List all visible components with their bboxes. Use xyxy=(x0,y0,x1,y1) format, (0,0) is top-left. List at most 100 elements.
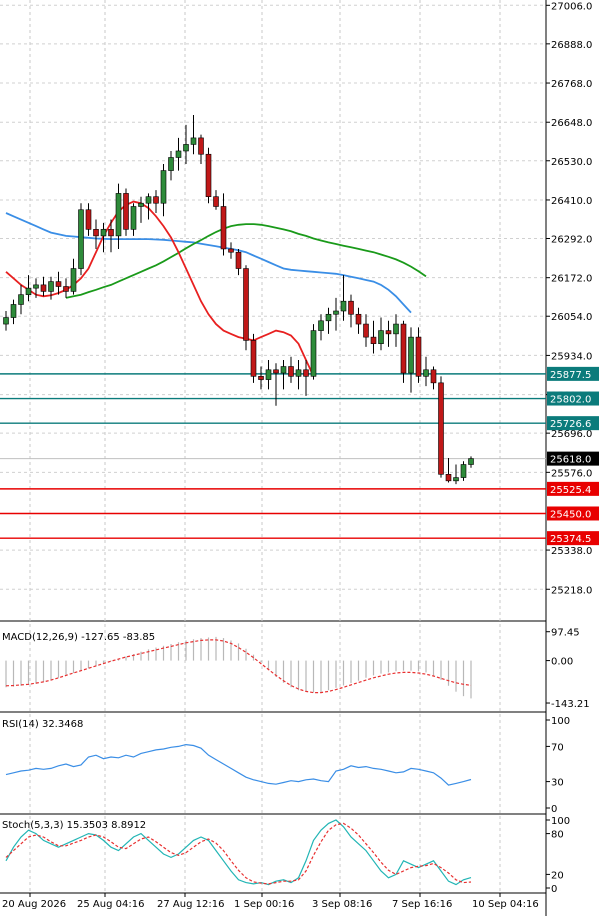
candle-down xyxy=(243,268,249,341)
price-tick-label: 25934.0 xyxy=(551,351,592,362)
rsi-label: RSI(14) 32.3468 xyxy=(2,719,83,730)
macd-tick-label: 97.45 xyxy=(551,628,580,639)
price-tick-label: 26648.0 xyxy=(551,118,592,129)
candle-down xyxy=(235,251,242,269)
candle-up xyxy=(145,196,152,204)
candle-up xyxy=(453,477,459,482)
stoch-d-line xyxy=(5,822,472,885)
price-level-value: 25618.0 xyxy=(550,455,591,466)
stoch-panel: Stoch(5,3,3) 15.3503 8.8912 100 80 20 0 xyxy=(2,816,570,895)
price-level-value: 25450.0 xyxy=(550,509,591,520)
rsi-tick-label: 70 xyxy=(551,742,564,753)
stoch-label: Stoch(5,3,3) 15.3503 8.8912 xyxy=(2,820,146,831)
price-levels xyxy=(0,373,546,539)
macd-signal-line xyxy=(5,639,472,694)
price-tick-label: 25696.0 xyxy=(551,429,592,440)
x-tick-label: 10 Sep 04:16 xyxy=(472,899,539,910)
candle-up xyxy=(295,369,302,377)
candle-down xyxy=(108,229,114,237)
price-tick-label: 26768.0 xyxy=(551,79,592,90)
x-tick-label: 7 Sep 16:16 xyxy=(392,899,452,910)
candle-up xyxy=(168,157,174,171)
candle-up xyxy=(18,294,24,305)
candle-up xyxy=(423,369,429,377)
candle-down xyxy=(250,340,257,377)
candle-down xyxy=(385,330,392,335)
x-axis: 20 Aug 2026 25 Aug 04:16 27 Aug 12:16 1 Sep… xyxy=(2,893,539,910)
x-tick-label: 3 Sep 08:16 xyxy=(312,899,372,910)
price-level-value: 25374.5 xyxy=(550,534,591,545)
candle-down xyxy=(288,366,294,377)
candle-down xyxy=(258,376,264,380)
candle-up xyxy=(378,330,384,344)
candle-up xyxy=(3,317,9,325)
candle-up xyxy=(130,206,137,230)
candle-up xyxy=(340,300,347,312)
candle-up xyxy=(138,202,144,207)
stoch-tick-label: 100 xyxy=(551,816,570,827)
candle-up xyxy=(325,313,332,322)
price-level-tag xyxy=(547,391,599,406)
macd-label: MACD(12,26,9) -127.65 -83.85 xyxy=(2,632,155,643)
candle-down xyxy=(400,323,407,374)
rsi-tick-label: 30 xyxy=(551,778,564,789)
candle-down xyxy=(55,281,62,287)
stoch-tick-label: 0 xyxy=(551,884,557,895)
candle-up xyxy=(48,281,54,292)
candle-up xyxy=(33,284,39,289)
candle-down xyxy=(348,300,354,315)
price-tick-label: 26172.0 xyxy=(551,274,592,285)
candle-down xyxy=(363,323,369,338)
price-tick-label: 26292.0 xyxy=(551,234,592,245)
price-candles xyxy=(3,115,474,485)
price-level-tag xyxy=(547,506,599,521)
candle-up xyxy=(70,268,77,292)
x-tick-label: 25 Aug 04:16 xyxy=(77,899,144,910)
candle-down xyxy=(445,473,452,482)
ma-red-line xyxy=(5,200,315,377)
price-tick-label: 26888.0 xyxy=(551,40,592,51)
price-tick-label: 27006.0 xyxy=(551,1,592,12)
price-level-value: 25877.5 xyxy=(550,370,591,381)
x-tick-label: 27 Aug 12:16 xyxy=(157,899,224,910)
price-tick-label: 25218.0 xyxy=(551,585,592,596)
candle-up xyxy=(318,320,324,331)
candle-down xyxy=(40,284,47,292)
candle-up xyxy=(310,330,317,377)
candle-down xyxy=(228,248,234,253)
candle-down xyxy=(370,336,377,344)
ma-green-line xyxy=(65,223,427,299)
price-level-tag xyxy=(547,481,599,496)
price-level-tag xyxy=(547,416,599,431)
price-level-value: 25525.4 xyxy=(550,485,591,496)
candle-up xyxy=(183,144,189,152)
candle-down xyxy=(220,206,227,250)
x-tick-label: 1 Sep 00:16 xyxy=(234,899,294,910)
price-tick-label: 26530.0 xyxy=(551,157,592,168)
candle-down xyxy=(415,336,422,377)
macd-tick-label: 0.00 xyxy=(551,657,573,668)
candle-up xyxy=(10,304,17,318)
price-level-value: 25726.6 xyxy=(550,419,591,430)
candle-up xyxy=(160,170,167,204)
candle-down xyxy=(213,196,219,207)
price-tick-label: 25576.0 xyxy=(551,468,592,479)
price-level-value: 25802.0 xyxy=(550,395,591,406)
stoch-k-line xyxy=(5,819,472,886)
price-level-tag xyxy=(547,451,599,466)
candle-up xyxy=(408,336,414,374)
price-tick-label: 26054.0 xyxy=(551,312,592,323)
stoch-tick-label: 80 xyxy=(551,830,564,841)
candle-up xyxy=(280,366,287,374)
candle-up xyxy=(78,209,84,269)
rsi-line xyxy=(5,743,472,786)
macd-tick-label: -143.21 xyxy=(551,699,590,710)
candle-down xyxy=(205,153,212,197)
candle-down xyxy=(85,209,92,230)
x-tick-label: 20 Aug 2026 xyxy=(2,899,66,910)
price-level-tag xyxy=(547,531,599,546)
level-labels: 25877.5 25802.0 25726.6 25618.0 25525.4 25450… xyxy=(547,366,599,546)
